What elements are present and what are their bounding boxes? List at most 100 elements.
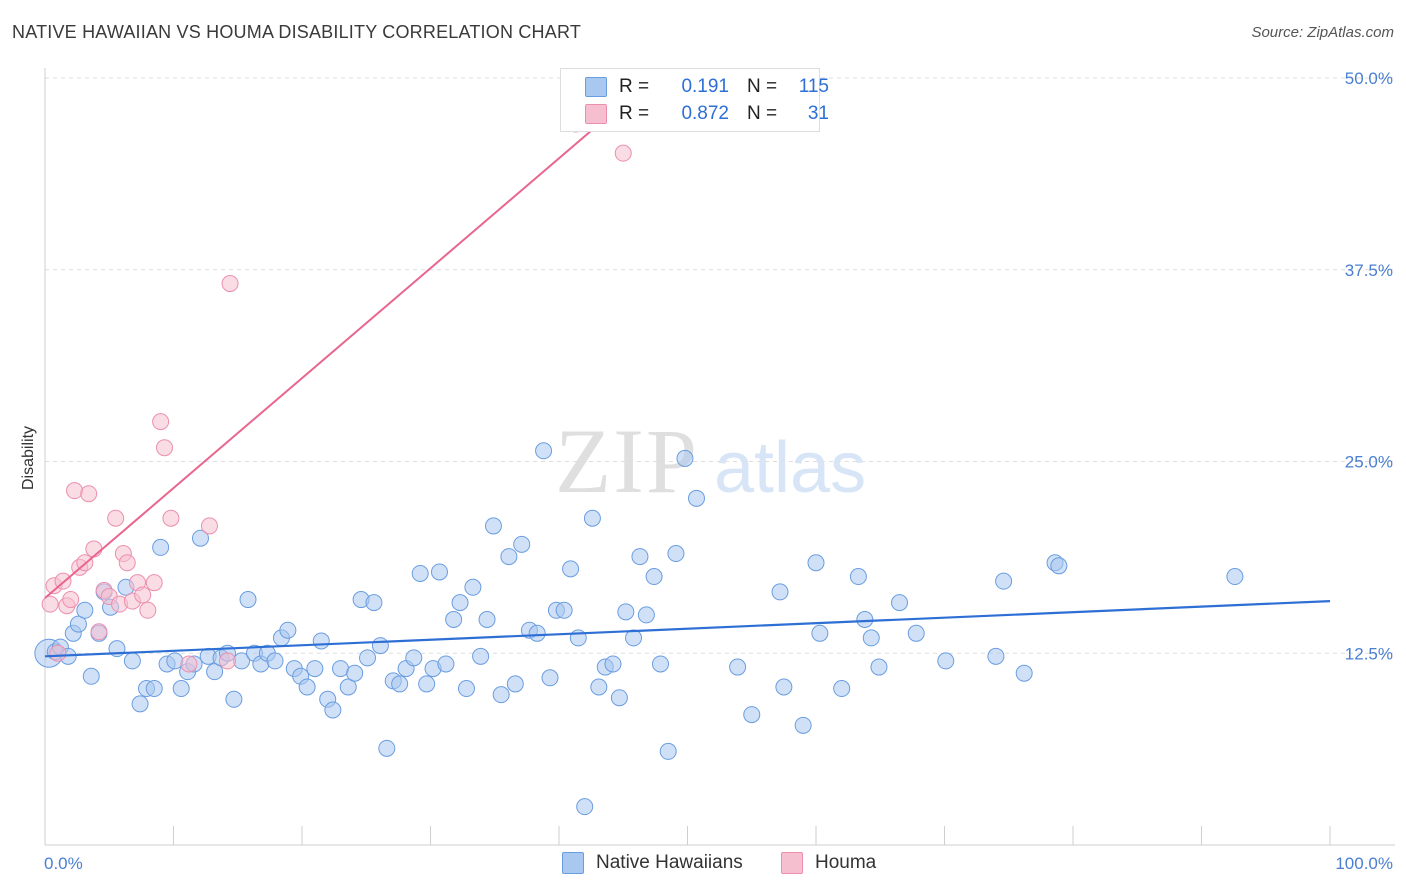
legend-item-houma: Houma xyxy=(781,852,876,874)
watermark: ZIP atlas xyxy=(555,410,866,512)
chart-title: NATIVE HAWAIIAN VS HOUMA DISABILITY CORR… xyxy=(12,22,582,42)
watermark-atlas: atlas xyxy=(714,428,866,508)
point-native-hawaiians-49 xyxy=(365,594,383,612)
legend-item-native-hawaiians: Native Hawaiians xyxy=(562,852,743,874)
point-native-hawaiians-105 xyxy=(856,611,874,629)
point-native-hawaiians-62 xyxy=(451,594,469,612)
point-native-hawaiians-106 xyxy=(862,629,880,647)
point-houma-21 xyxy=(139,601,157,619)
point-houma-10 xyxy=(85,540,103,558)
series-native-hawaiians xyxy=(34,442,1244,816)
point-native-hawaiians-34 xyxy=(266,652,284,670)
legend-swatch-blue xyxy=(585,77,607,97)
point-houma-22 xyxy=(145,574,163,592)
legend-r-label: R = xyxy=(619,76,650,97)
point-native-hawaiians-43 xyxy=(324,701,342,719)
point-native-hawaiians-92 xyxy=(659,742,677,760)
point-native-hawaiians-78 xyxy=(562,560,580,578)
source-label: Source: ZipAtlas.com xyxy=(1251,24,1394,41)
point-native-hawaiians-101 xyxy=(807,554,825,572)
point-native-hawaiians-73 xyxy=(528,624,546,642)
point-native-hawaiians-88 xyxy=(631,548,649,566)
point-native-hawaiians-97 xyxy=(743,706,761,724)
point-native-hawaiians-63 xyxy=(457,680,475,698)
point-native-hawaiians-94 xyxy=(676,449,694,467)
point-native-hawaiians-85 xyxy=(610,689,628,707)
point-houma-23 xyxy=(152,413,170,431)
legend-r-value: 0.872 xyxy=(681,103,729,124)
point-houma-24 xyxy=(156,439,174,457)
legend-r-label: R = xyxy=(619,103,650,124)
point-houma-26 xyxy=(180,655,198,673)
point-native-hawaiians-6 xyxy=(76,601,94,619)
point-native-hawaiians-59 xyxy=(430,563,448,581)
y-tick-label-1: 25.0% xyxy=(1345,453,1393,472)
point-native-hawaiians-68 xyxy=(492,686,510,704)
point-native-hawaiians-17 xyxy=(152,538,170,556)
y-axis-label: Disability xyxy=(20,426,37,490)
point-native-hawaiians-75 xyxy=(541,669,559,687)
legend-label-houma: Houma xyxy=(815,852,877,873)
point-native-hawaiians-30 xyxy=(239,591,257,609)
point-native-hawaiians-66 xyxy=(478,611,496,629)
point-native-hawaiians-14 xyxy=(131,695,149,713)
point-native-hawaiians-53 xyxy=(391,675,409,693)
point-native-hawaiians-102 xyxy=(811,624,829,642)
point-native-hawaiians-84 xyxy=(604,655,622,673)
point-houma-27 xyxy=(200,517,218,535)
point-native-hawaiians-45 xyxy=(339,678,357,696)
point-native-hawaiians-93 xyxy=(667,545,685,563)
legend-r-value: 0.191 xyxy=(681,76,729,97)
point-native-hawaiians-64 xyxy=(464,578,482,596)
point-native-hawaiians-112 xyxy=(995,572,1013,590)
point-native-hawaiians-115 xyxy=(1050,557,1068,575)
point-native-hawaiians-109 xyxy=(907,624,925,642)
point-native-hawaiians-46 xyxy=(346,664,364,682)
trend-line-houma xyxy=(44,69,663,599)
point-native-hawaiians-91 xyxy=(652,655,670,673)
legend-swatch-pink xyxy=(585,104,607,124)
point-native-hawaiians-13 xyxy=(123,652,141,670)
point-native-hawaiians-41 xyxy=(312,632,330,650)
point-native-hawaiians-61 xyxy=(445,611,463,629)
point-native-hawaiians-51 xyxy=(378,739,396,757)
point-native-hawaiians-40 xyxy=(306,660,324,678)
point-native-hawaiians-71 xyxy=(513,535,531,553)
point-houma-5 xyxy=(62,591,80,609)
point-native-hawaiians-104 xyxy=(849,568,867,586)
point-native-hawaiians-69 xyxy=(500,548,518,566)
point-houma-14 xyxy=(107,509,125,527)
point-houma-28 xyxy=(218,652,236,670)
point-houma-25 xyxy=(162,509,180,527)
point-houma-0 xyxy=(41,595,59,613)
point-native-hawaiians-113 xyxy=(1015,664,1033,682)
point-houma-9 xyxy=(80,485,98,503)
legend-n-value: 31 xyxy=(807,103,829,124)
y-tick-label-0: 12.5% xyxy=(1345,644,1393,663)
point-native-hawaiians-111 xyxy=(987,647,1005,665)
point-native-hawaiians-19 xyxy=(166,652,184,670)
point-native-hawaiians-96 xyxy=(729,658,747,676)
x-tick-labels: 0.0% 100.0% xyxy=(44,854,1393,873)
point-native-hawaiians-16 xyxy=(145,680,163,698)
series-houma xyxy=(41,115,632,673)
point-native-hawaiians-20 xyxy=(172,680,190,698)
point-native-hawaiians-67 xyxy=(484,517,502,535)
point-native-hawaiians-82 xyxy=(590,678,608,696)
point-native-hawaiians-5 xyxy=(69,615,87,633)
point-native-hawaiians-23 xyxy=(191,529,209,547)
point-native-hawaiians-44 xyxy=(332,660,350,678)
x-tick-label-0: 0.0% xyxy=(44,854,83,873)
point-native-hawaiians-50 xyxy=(371,637,389,655)
legend-swatch-pink xyxy=(781,852,803,874)
point-native-hawaiians-80 xyxy=(576,798,594,816)
x-tick-label-1: 100.0% xyxy=(1335,854,1393,873)
y-tick-label-2: 37.5% xyxy=(1345,261,1393,280)
point-native-hawaiians-55 xyxy=(405,649,423,667)
point-native-hawaiians-87 xyxy=(625,629,643,647)
point-houma-20 xyxy=(134,586,152,604)
legend-n-label: N = xyxy=(747,76,778,97)
point-native-hawaiians-99 xyxy=(775,678,793,696)
point-native-hawaiians-65 xyxy=(472,647,490,665)
